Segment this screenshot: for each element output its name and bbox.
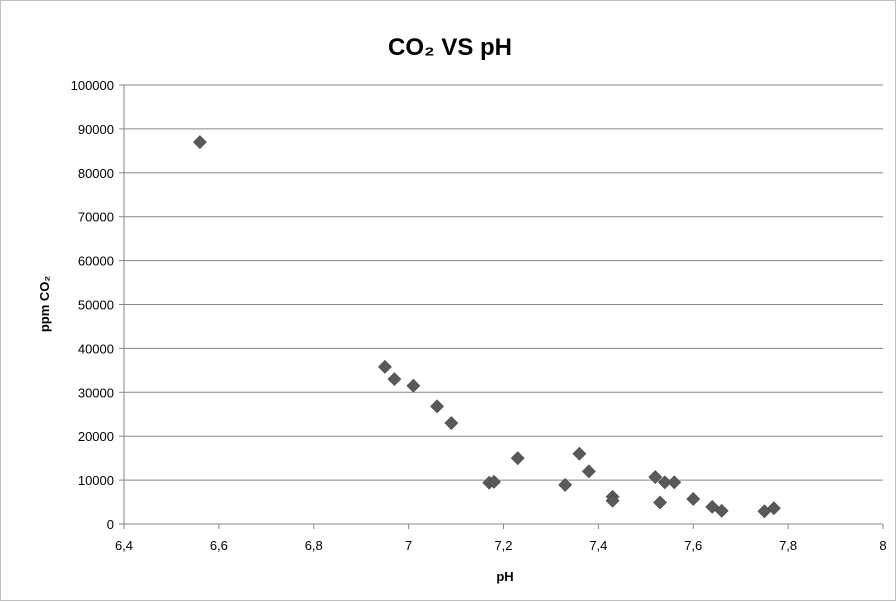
data-point [657, 475, 672, 490]
y-tick-label: 50000 [78, 298, 114, 313]
x-tick-label: 7,6 [684, 538, 702, 553]
y-tick-label: 30000 [78, 385, 114, 400]
gridlines [124, 84, 883, 481]
data-point [714, 503, 729, 518]
x-tick-label: 7,4 [589, 538, 607, 553]
y-tick-label: 40000 [78, 341, 114, 356]
x-axis-title: pH [496, 569, 513, 584]
x-tick-label: 6,8 [305, 538, 323, 553]
data-point [510, 451, 525, 466]
y-tick-label: 0 [107, 517, 114, 532]
data-point [667, 475, 682, 490]
x-tick-label: 6,4 [115, 538, 133, 553]
x-tick-label: 6,6 [210, 538, 228, 553]
data-point [605, 493, 620, 508]
data-point [653, 495, 667, 510]
data-point [558, 478, 573, 492]
y-tick-label: 70000 [78, 210, 114, 225]
data-point [430, 399, 445, 414]
data-point [581, 464, 596, 479]
y-tick-label: 20000 [78, 429, 114, 444]
data-point [444, 416, 459, 430]
data-point [686, 492, 701, 506]
y-tick-label: 60000 [78, 254, 114, 269]
y-tick-label: 90000 [78, 122, 114, 137]
data-point [192, 135, 207, 149]
x-tick-label: 7,8 [779, 538, 797, 553]
y-axis-title: ppm CO₂ [37, 276, 52, 333]
y-tick-label: 10000 [78, 473, 114, 488]
data-points [192, 135, 781, 519]
y-tick-label: 100000 [71, 78, 114, 93]
y-tick-label: 80000 [78, 166, 114, 181]
x-tick-labels: 6,4 6,6 6,8 7 7,2 7,4 7,6 7,8 8 [115, 538, 887, 553]
x-tick-label: 8 [879, 538, 886, 553]
data-point [377, 359, 392, 374]
axes [119, 84, 884, 529]
chart-title: CO₂ VS pH [388, 34, 512, 61]
data-point [705, 499, 720, 514]
data-point [387, 372, 402, 387]
x-tick-label: 7 [405, 538, 412, 553]
data-point [572, 446, 587, 461]
data-point [648, 470, 663, 484]
data-point [406, 378, 421, 393]
data-point [766, 501, 781, 516]
x-tick-label: 7,2 [494, 538, 512, 553]
data-point [487, 474, 501, 489]
y-tick-labels: 0 10000 20000 30000 40000 50000 60000 70000 8000… [71, 78, 114, 532]
